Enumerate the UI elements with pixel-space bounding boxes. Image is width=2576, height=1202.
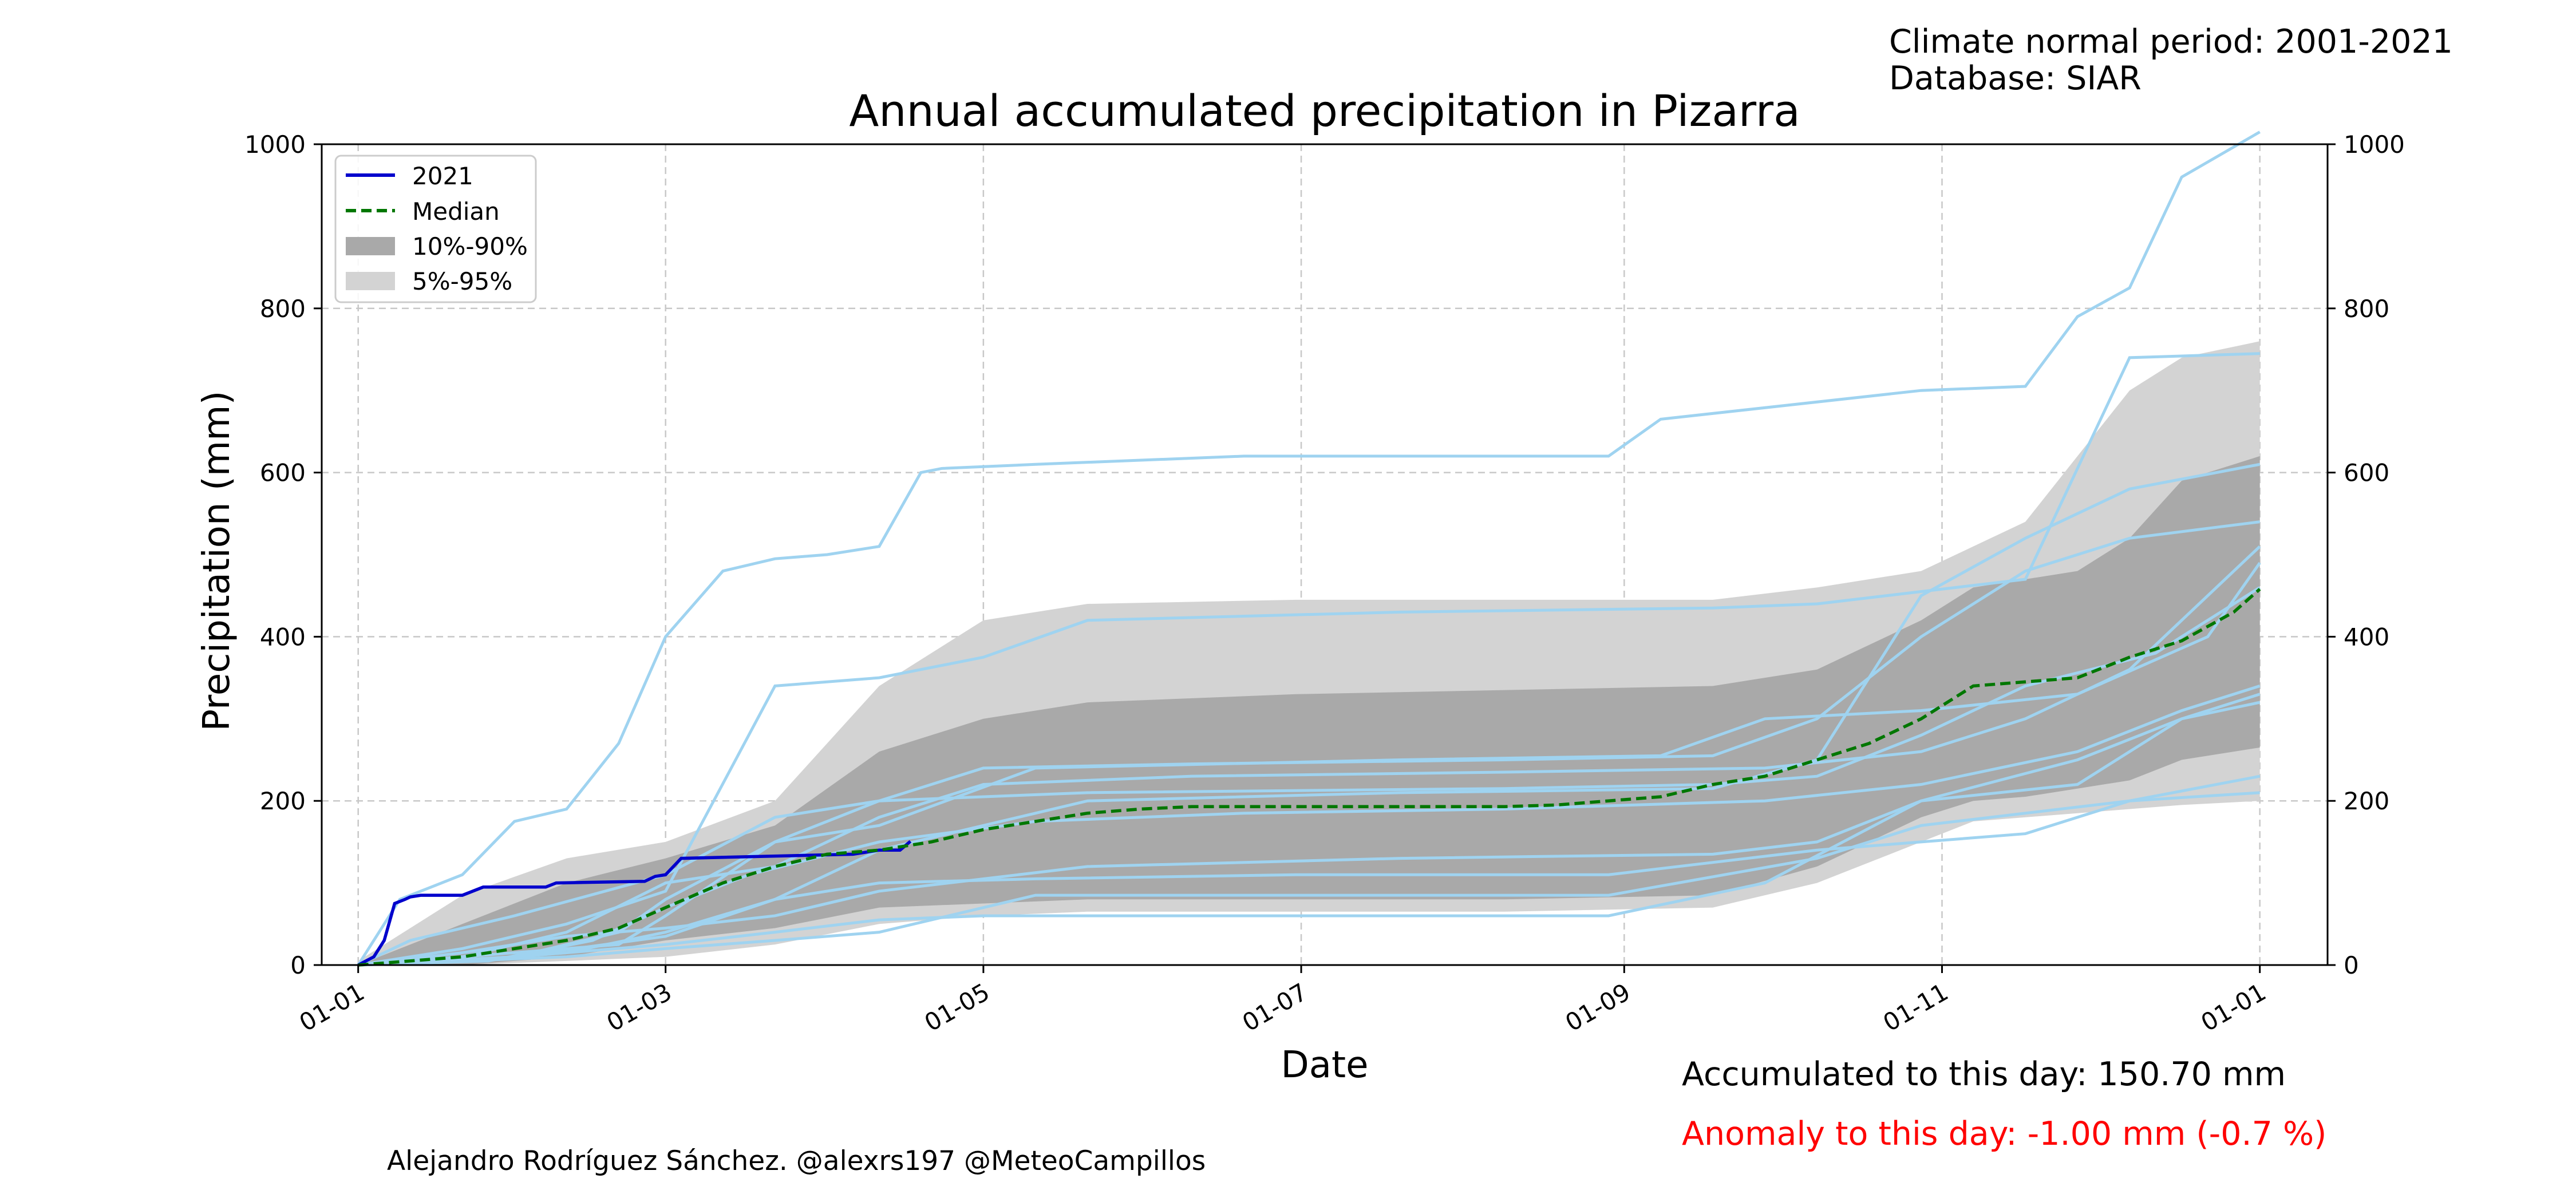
y-tick-label-left-200: 200 xyxy=(260,787,306,815)
legend-swatch-band-10-90 xyxy=(346,237,395,255)
accumulated-label: Accumulated to this day: 150.70 mm xyxy=(1682,1055,2286,1093)
anomaly-label: Anomaly to this day: -1.00 mm (-0.7 %) xyxy=(1682,1115,2326,1153)
x-tick-label-2: 01-05 xyxy=(920,978,994,1037)
x-tick-label-5: 01-11 xyxy=(1878,978,1953,1037)
historical-year-line-7 xyxy=(358,693,2261,967)
historical-year-line-2 xyxy=(358,352,2260,967)
legend-label-band-5-95: 5%-95% xyxy=(412,267,512,295)
y-tick-label-right-600: 600 xyxy=(2344,459,2389,487)
y-tick-label-left-400: 400 xyxy=(260,623,306,651)
percentile-bands xyxy=(358,341,2260,966)
x-tick-label-0: 01-01 xyxy=(295,978,369,1037)
historical-year-line-11 xyxy=(357,586,2261,967)
y-tick-label-left-600: 600 xyxy=(260,459,306,487)
legend-label-median: Median xyxy=(412,197,500,226)
chart-title: Annual accumulated precipitation in Piza… xyxy=(849,85,1800,136)
y-tick-label-right-1000: 1000 xyxy=(2344,131,2405,159)
database-label: Database: SIAR xyxy=(1889,60,2142,97)
y-tick-label-left-0: 0 xyxy=(290,951,306,979)
author-credit: Alejandro Rodríguez Sánchez. @alexrs197 … xyxy=(387,1145,1206,1177)
historical-year-lines xyxy=(357,131,2261,967)
legend: 2021 Median 10%-90% 5%-95% xyxy=(334,155,537,303)
legend-label-band-10-90: 10%-90% xyxy=(412,232,528,260)
historical-year-line-1 xyxy=(357,131,2261,966)
y-tick-label-left-1000: 1000 xyxy=(244,131,306,159)
legend-swatch-band-5-95 xyxy=(346,272,395,290)
main-series-lines xyxy=(357,588,2261,967)
legend-box xyxy=(334,155,537,303)
climate-period-label: Climate normal period: 2001-2021 xyxy=(1889,23,2453,61)
y-tick-label-right-400: 400 xyxy=(2344,623,2389,651)
median-line xyxy=(358,588,2261,967)
x-tick-label-4: 01-09 xyxy=(1560,978,1635,1037)
legend-label-2021: 2021 xyxy=(412,162,473,190)
x-axis-label: Date xyxy=(1281,1044,1369,1086)
historical-year-line-5 xyxy=(358,545,2261,967)
y-axis-label: Precipitation (mm) xyxy=(196,391,238,732)
historical-year-line-10 xyxy=(358,791,2260,967)
historical-year-line-9 xyxy=(358,774,2261,967)
historical-year-line-12 xyxy=(358,562,2261,967)
x-tick-label-6: 01-01 xyxy=(2196,978,2270,1037)
y-tick-label-left-800: 800 xyxy=(260,295,306,323)
historical-year-line-8 xyxy=(358,701,2261,967)
historical-year-line-3 xyxy=(358,462,2261,967)
x-tick-label-3: 01-07 xyxy=(1238,978,1312,1037)
y-tick-label-right-800: 800 xyxy=(2344,295,2389,323)
y-tick-label-right-200: 200 xyxy=(2344,787,2389,815)
x-tick-label-1: 01-03 xyxy=(602,978,676,1037)
y-tick-label-right-0: 0 xyxy=(2344,951,2359,979)
plot-frame xyxy=(321,143,2329,966)
